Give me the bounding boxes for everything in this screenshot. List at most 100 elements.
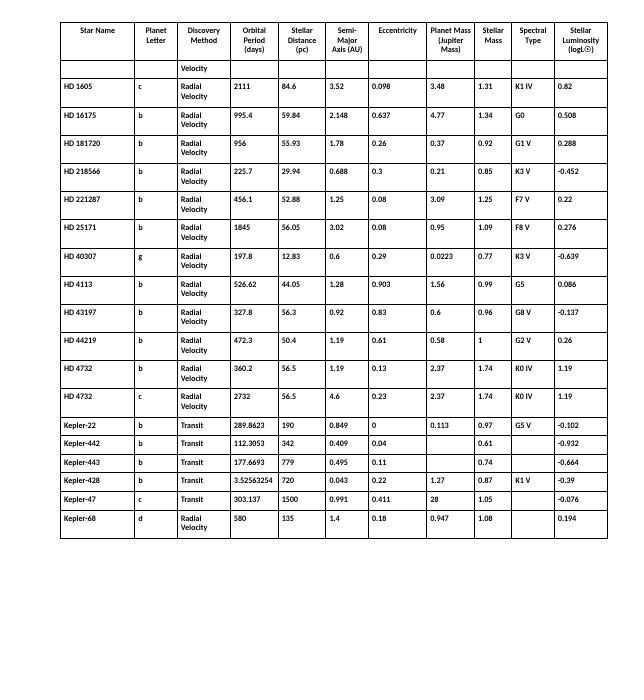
cell: 177.6693 — [230, 454, 278, 473]
table-row: Kepler-68dRadial Velocity5801351.40.180.… — [61, 510, 608, 538]
table-row: HD 40307gRadial Velocity197.812.830.60.2… — [61, 248, 608, 276]
cell: b — [135, 135, 177, 163]
cell: 135 — [278, 510, 326, 538]
cell: 0.26 — [554, 333, 607, 361]
cell: 472.3 — [230, 333, 278, 361]
cell: G5 V — [512, 417, 554, 436]
cell: 12.83 — [278, 248, 326, 276]
cell: 1.78 — [326, 135, 368, 163]
cell — [427, 436, 475, 455]
col-eccentricity: Eccentricity — [368, 23, 426, 61]
cell: G0 — [512, 107, 554, 135]
cell: b — [135, 361, 177, 389]
cell: 456.1 — [230, 192, 278, 220]
table-row: Kepler-442bTransit112.30533420.4090.040.… — [61, 436, 608, 455]
cell: b — [135, 333, 177, 361]
cell: 303.137 — [230, 492, 278, 511]
cell: 2.37 — [427, 389, 475, 417]
cell: 1.08 — [475, 510, 512, 538]
cell: 0.92 — [326, 304, 368, 332]
cell — [512, 510, 554, 538]
cell: 1.19 — [554, 361, 607, 389]
cell: F8 V — [512, 220, 554, 248]
cell — [512, 454, 554, 473]
cell: 0.276 — [554, 220, 607, 248]
cell: b — [135, 454, 177, 473]
cell: 580 — [230, 510, 278, 538]
cell: 0.92 — [475, 135, 512, 163]
cell: 0.947 — [427, 510, 475, 538]
cell: 29.94 — [278, 163, 326, 191]
cell: 0.0223 — [427, 248, 475, 276]
cell: Kepler-47 — [61, 492, 135, 511]
cell: Velocity — [177, 60, 230, 79]
table-row: HD 218566bRadial Velocity225.729.940.688… — [61, 163, 608, 191]
cell: -0.102 — [554, 417, 607, 436]
cell: 1.74 — [475, 389, 512, 417]
cell: HD 16175 — [61, 107, 135, 135]
cell: 56.05 — [278, 220, 326, 248]
cell: HD 181720 — [61, 135, 135, 163]
cell: Transit — [177, 417, 230, 436]
col-luminosity: Stellar Luminosity (logL☉) — [554, 23, 607, 61]
cell: Radial Velocity — [177, 220, 230, 248]
cell: g — [135, 248, 177, 276]
cell: K1 IV — [512, 79, 554, 107]
cell: 1.28 — [326, 276, 368, 304]
cell: 1845 — [230, 220, 278, 248]
cell — [427, 454, 475, 473]
cell: -0.639 — [554, 248, 607, 276]
cell — [427, 60, 475, 79]
cell: d — [135, 510, 177, 538]
cell: 44.05 — [278, 276, 326, 304]
cell: 1 — [475, 333, 512, 361]
col-orbital-period: Orbital Period (days) — [230, 23, 278, 61]
table-row: Kepler-443bTransit177.66937790.4950.110.… — [61, 454, 608, 473]
cell: c — [135, 492, 177, 511]
cell: 0.82 — [554, 79, 607, 107]
cell: Radial Velocity — [177, 163, 230, 191]
cell: 995.4 — [230, 107, 278, 135]
cell: 0.95 — [427, 220, 475, 248]
cell: HD 221287 — [61, 192, 135, 220]
cell: 779 — [278, 454, 326, 473]
cell: 526.62 — [230, 276, 278, 304]
cell: 1.09 — [475, 220, 512, 248]
cell: 50.4 — [278, 333, 326, 361]
cell: Radial Velocity — [177, 304, 230, 332]
cell: Radial Velocity — [177, 389, 230, 417]
cell: 0.83 — [368, 304, 426, 332]
cell: b — [135, 276, 177, 304]
cell: 0.113 — [427, 417, 475, 436]
cell: HD 1605 — [61, 79, 135, 107]
cell: 0.6 — [427, 304, 475, 332]
cell: HD 43197 — [61, 304, 135, 332]
col-spectral-type: Spectral Type — [512, 23, 554, 61]
cell: Kepler-22 — [61, 417, 135, 436]
cell: -0.39 — [554, 473, 607, 492]
cell: 28 — [427, 492, 475, 511]
cell: 55.93 — [278, 135, 326, 163]
cell: 4.6 — [326, 389, 368, 417]
cell: 0.288 — [554, 135, 607, 163]
cell: Radial Velocity — [177, 192, 230, 220]
cell: Radial Velocity — [177, 135, 230, 163]
cell: G2 V — [512, 333, 554, 361]
cell: Kepler-443 — [61, 454, 135, 473]
cell: 59.84 — [278, 107, 326, 135]
table-row: HD 4732bRadial Velocity360.256.51.190.13… — [61, 361, 608, 389]
cell: G8 V — [512, 304, 554, 332]
col-stellar-distance: Stellar Distance (pc) — [278, 23, 326, 61]
cell: 0.99 — [475, 276, 512, 304]
cell: b — [135, 417, 177, 436]
cell: 0.85 — [475, 163, 512, 191]
cell: 0.26 — [368, 135, 426, 163]
cell: 0.194 — [554, 510, 607, 538]
cell: 0.411 — [368, 492, 426, 511]
cell: 1.31 — [475, 79, 512, 107]
cell: K3 V — [512, 163, 554, 191]
cell: Transit — [177, 436, 230, 455]
cell: 3.09 — [427, 192, 475, 220]
cell: HD 40307 — [61, 248, 135, 276]
cell: 84.6 — [278, 79, 326, 107]
